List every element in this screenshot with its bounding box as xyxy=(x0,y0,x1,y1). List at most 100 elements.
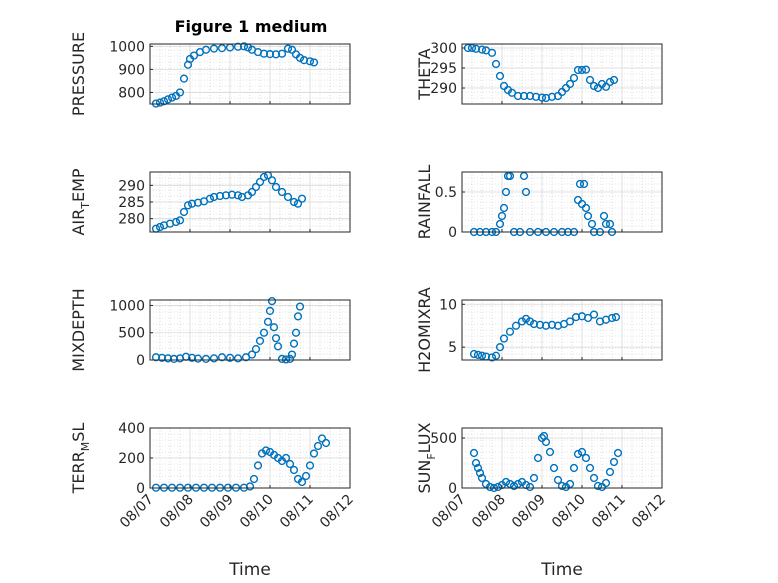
data-point xyxy=(507,88,517,97)
data-point xyxy=(221,191,231,200)
data-point xyxy=(227,190,237,199)
data-point xyxy=(573,449,583,459)
data-point xyxy=(171,217,181,227)
data-point xyxy=(233,354,243,363)
data-point xyxy=(273,342,283,351)
subplot-7: 08/07 08/08 08/09 08/10 08/11 08/12 0 200 400 TER… xyxy=(69,421,357,580)
data-point xyxy=(607,313,617,323)
subplot-1: 800 900 1000 PRESSURE xyxy=(69,32,351,116)
data-point xyxy=(215,191,225,201)
data-point xyxy=(547,92,557,101)
data-point xyxy=(469,448,479,458)
data-point xyxy=(549,463,559,473)
data-point xyxy=(159,97,169,106)
data-point xyxy=(249,474,259,484)
data-point xyxy=(205,194,215,203)
data-point xyxy=(281,453,291,463)
data-point xyxy=(259,49,269,58)
x-tick-label: 08/12 xyxy=(317,492,357,532)
data-point xyxy=(201,45,211,54)
x-tick-label: 08/10 xyxy=(549,492,589,532)
data-point xyxy=(583,211,593,221)
data-point xyxy=(297,477,307,487)
data-point xyxy=(495,343,505,352)
data-point xyxy=(579,179,589,189)
data-point xyxy=(491,351,501,360)
data-point xyxy=(557,481,567,491)
y-tick-label: 0.5 xyxy=(435,185,457,201)
data-point xyxy=(259,328,269,337)
data-point xyxy=(183,201,193,210)
data-point xyxy=(529,473,539,483)
data-point xyxy=(313,441,323,451)
data-point xyxy=(285,354,295,364)
data-point xyxy=(265,50,275,59)
data-point xyxy=(565,79,575,89)
y-axis-label: SUNFLUX xyxy=(415,422,438,493)
data-point xyxy=(175,88,185,97)
data-point xyxy=(467,43,477,53)
data-point xyxy=(267,296,277,306)
data-point xyxy=(309,449,319,458)
data-point xyxy=(569,73,579,83)
data-point xyxy=(245,482,255,491)
data-point xyxy=(293,312,303,321)
data-point xyxy=(247,187,257,197)
data-point xyxy=(251,344,261,354)
data-point xyxy=(491,59,501,69)
y-tick-label: 10 xyxy=(439,297,457,313)
data-point xyxy=(189,51,199,60)
y-tick-label: 290 xyxy=(118,178,145,194)
data-point xyxy=(187,353,197,362)
data-point xyxy=(217,353,227,362)
data-point xyxy=(541,321,551,330)
subplot-5: 0 500 1000 MIXDEPTH xyxy=(69,288,351,372)
data-point xyxy=(487,48,497,57)
data-point xyxy=(251,182,261,192)
data-point xyxy=(301,471,311,481)
data-point xyxy=(601,219,611,229)
data-point xyxy=(269,323,279,332)
data-point xyxy=(277,354,287,364)
data-point xyxy=(225,353,235,362)
y-tick-label: 0 xyxy=(136,353,145,369)
data-point xyxy=(283,44,293,53)
data-point xyxy=(573,65,583,75)
x-tick-label: 08/09 xyxy=(509,492,549,532)
data-point xyxy=(175,216,185,225)
data-point xyxy=(531,92,541,101)
data-point xyxy=(485,482,495,492)
data-point xyxy=(577,447,587,457)
data-point xyxy=(477,473,487,483)
data-point xyxy=(209,44,219,53)
y-tick-label: 400 xyxy=(118,421,145,437)
data-point xyxy=(247,350,257,359)
data-point xyxy=(535,320,545,329)
y-axis-label: PRESSURE xyxy=(69,32,88,116)
x-axis-label: Time xyxy=(228,560,271,580)
axes-box xyxy=(149,299,351,361)
data-point xyxy=(581,65,591,74)
data-point xyxy=(261,446,271,455)
y-tick-label: 1000 xyxy=(109,39,145,55)
x-tick-label: 08/08 xyxy=(469,492,509,532)
subplot-6: 5 10 H2OMIXRA xyxy=(415,287,663,373)
data-point xyxy=(473,463,483,473)
data-point xyxy=(201,354,211,364)
y-tick-label: 500 xyxy=(430,431,457,447)
data-point xyxy=(473,350,483,359)
data-point xyxy=(519,91,529,101)
data-point xyxy=(613,448,623,458)
data-point xyxy=(155,98,165,107)
x-tick-label: 08/11 xyxy=(277,492,317,532)
data-point xyxy=(169,354,179,364)
data-point xyxy=(471,458,481,468)
data-point xyxy=(505,327,515,336)
data-point xyxy=(487,353,497,362)
axes-box xyxy=(461,171,663,233)
data-point xyxy=(571,313,581,322)
data-point xyxy=(513,91,523,101)
